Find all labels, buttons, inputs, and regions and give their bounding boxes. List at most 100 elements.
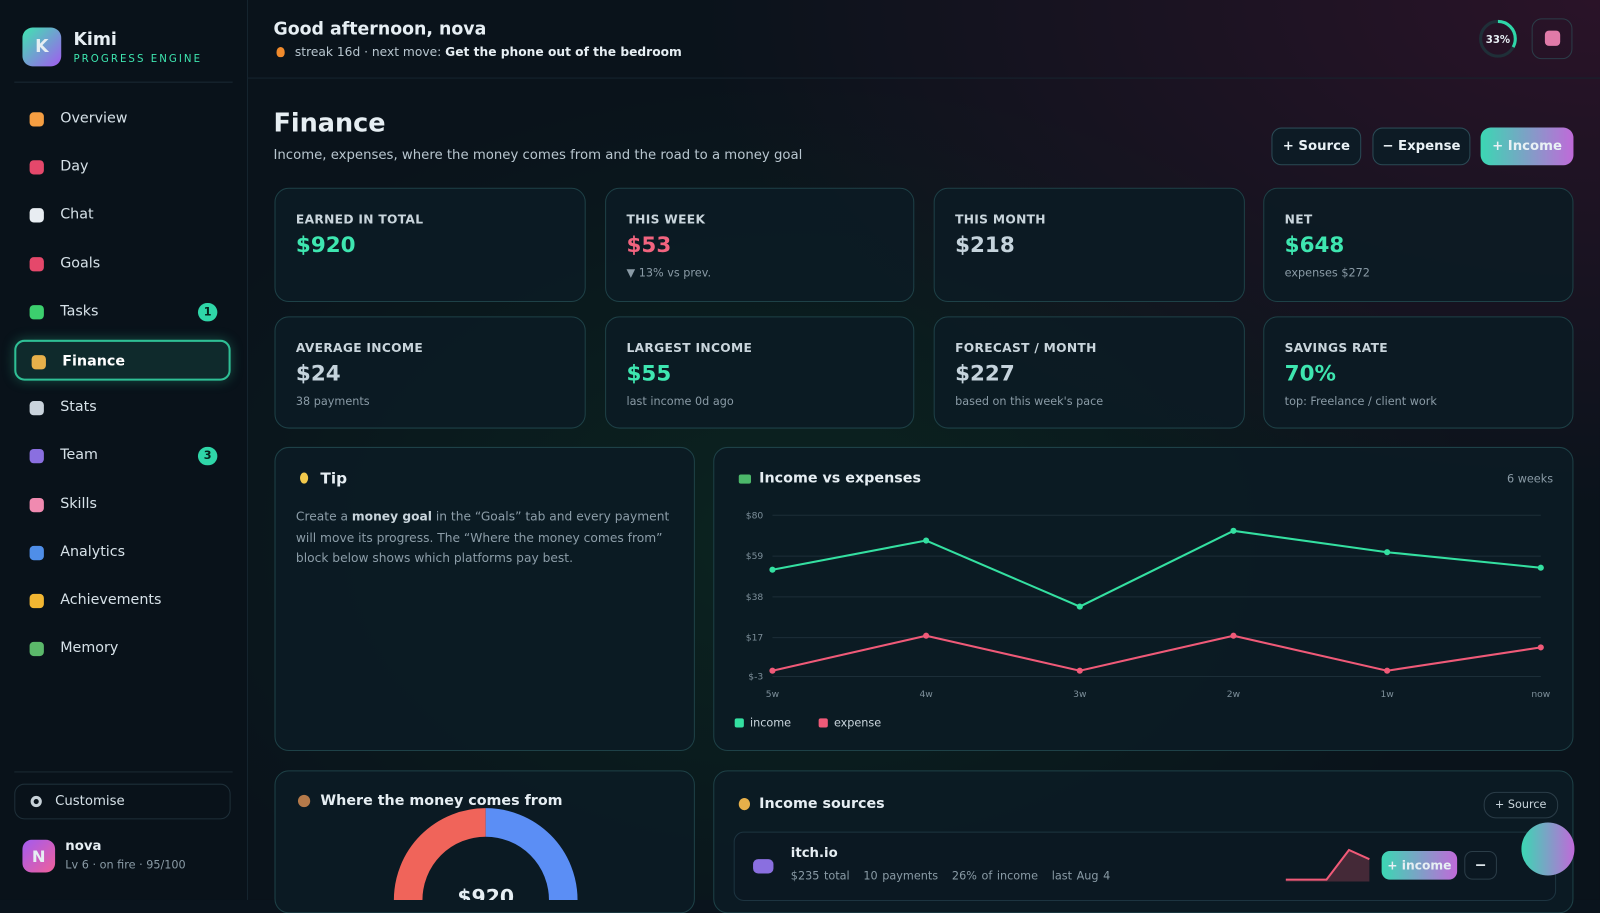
- sparkline-line: [1285, 848, 1370, 881]
- user-avatar: N: [22, 839, 56, 873]
- source-meta: $235 total 10 payments 26% of income las…: [791, 869, 1110, 882]
- nav-icon: [29, 593, 44, 609]
- nav-item[interactable]: Memory: [14, 629, 230, 670]
- nav-item[interactable]: Stats: [14, 388, 230, 429]
- bulb-icon: [299, 472, 309, 484]
- where-title: Where the money comes from: [320, 792, 563, 810]
- sources-card: Income sources + Source itch.io $235 tot…: [713, 770, 1574, 913]
- chart-subtitle: 6 weeks: [1506, 472, 1554, 486]
- nav-badge: 3: [197, 447, 218, 466]
- nav-item[interactable]: Team 3: [14, 436, 230, 477]
- stat-note: based on this week's pace: [955, 394, 1104, 409]
- divider: [14, 771, 233, 773]
- nav-icon: [29, 642, 44, 657]
- stat-label: THIS WEEK: [626, 212, 706, 227]
- stat-label: THIS MONTH: [955, 212, 1046, 227]
- stat-note: 38 payments: [295, 394, 370, 409]
- stat-label: EARNED IN TOTAL: [295, 212, 424, 227]
- nav-label: Skills: [60, 495, 97, 512]
- stat-value: 70%: [1284, 361, 1336, 386]
- nav-label: Finance: [62, 353, 126, 370]
- gamepad-icon: [753, 859, 774, 874]
- stat-note: top: Freelance / client work: [1284, 394, 1437, 409]
- nav-item[interactable]: Finance: [14, 339, 231, 381]
- nav-label: Overview: [60, 110, 128, 127]
- nav-label: Chat: [60, 206, 94, 223]
- nav-item[interactable]: Analytics: [14, 532, 230, 573]
- user-name: nova: [65, 838, 102, 855]
- add-source-button[interactable]: + Source: [1483, 791, 1558, 819]
- nav-label: Day: [60, 158, 89, 175]
- stat-value: $648: [1284, 232, 1345, 258]
- stat-value: $920: [295, 232, 356, 258]
- nav-item[interactable]: Overview: [14, 99, 230, 140]
- nav-item[interactable]: Goals: [14, 243, 230, 284]
- add-income-button[interactable]: + Income: [1480, 127, 1574, 166]
- nav-icon: [29, 304, 44, 320]
- nav-label: Achievements: [60, 591, 162, 609]
- source-total: $235 total: [790, 869, 850, 883]
- stat-label: FORECAST / MONTH: [955, 340, 1097, 356]
- nav-label: Analytics: [60, 543, 126, 560]
- stat-card: LARGEST INCOME $55 last income 0d ago: [605, 316, 915, 429]
- user-status: Lv 6 · on fire · 95/100: [65, 858, 186, 872]
- nav-label: Memory: [60, 639, 119, 657]
- streak: streak 16d · next move:: [294, 44, 442, 60]
- logo: K: [22, 27, 62, 67]
- nav-icon: [29, 208, 44, 223]
- nav-icon: [29, 160, 44, 175]
- bag-icon: [297, 794, 311, 808]
- money-icon: [738, 474, 752, 484]
- add-expense-button[interactable]: − Expense: [1372, 127, 1471, 166]
- gear-icon: [30, 795, 42, 808]
- customise-button[interactable]: Customise: [14, 783, 231, 820]
- streak-text: streak 16d · next move: Get the phone ou…: [295, 45, 682, 59]
- stat-note: ▼ 13% vs prev.: [626, 266, 712, 280]
- subtract-button[interactable]: −: [1464, 851, 1497, 880]
- page-subtitle: Income, expenses, where the money comes …: [273, 147, 803, 164]
- stat-card: AVERAGE INCOME $24 38 payments: [274, 316, 586, 429]
- next-move: Get the phone out of the bedroom: [445, 44, 682, 60]
- source-row: itch.io $235 total 10 payments 26% of in…: [733, 831, 1557, 902]
- nav-item[interactable]: Day: [14, 147, 230, 188]
- source-last: last Aug 4: [1051, 869, 1111, 883]
- divider: [14, 81, 233, 83]
- sparkline-area: [1285, 849, 1370, 882]
- nav-item[interactable]: Achievements: [14, 581, 230, 622]
- stat-note: expenses $272: [1284, 266, 1370, 280]
- stat-card: NET $648 expenses $272: [1263, 187, 1574, 303]
- progress-label: 33%: [1486, 35, 1510, 46]
- add-source-button[interactable]: + Source: [1271, 127, 1362, 166]
- nav-icon: [29, 449, 44, 464]
- tagline: PROGRESS ENGINE: [73, 54, 203, 66]
- header-divider: [247, 77, 1600, 79]
- sources-title: Income sources: [759, 795, 885, 813]
- tip-title: Tip: [320, 469, 348, 488]
- bot-icon: [1544, 30, 1561, 46]
- chart-title: Income vs expenses: [759, 470, 921, 487]
- progress-arc: [1479, 19, 1517, 58]
- stat-value: $227: [955, 361, 1015, 386]
- stat-card: THIS MONTH $218: [933, 187, 1245, 303]
- add-income-button[interactable]: + income: [1381, 851, 1458, 880]
- stat-value: $55: [626, 361, 672, 386]
- nav-item[interactable]: Tasks 1: [14, 292, 230, 333]
- stat-label: AVERAGE INCOME: [295, 340, 424, 356]
- stat-label: NET: [1284, 212, 1313, 227]
- brand: Kimi: [73, 29, 117, 50]
- bag-icon: [738, 797, 750, 811]
- stat-label: SAVINGS RATE: [1284, 340, 1388, 356]
- stat-card: FORECAST / MONTH $227 based on this week's…: [933, 316, 1245, 429]
- tip-text: Create a money goal in the “Goals” tab a…: [296, 506, 674, 569]
- nav-label: Tasks: [60, 302, 99, 320]
- stat-card: THIS WEEK $53 ▼ 13% vs prev.: [605, 187, 915, 303]
- nav-label: Stats: [60, 399, 97, 416]
- source-name: itch.io: [790, 845, 838, 862]
- fire-icon: [276, 46, 285, 58]
- assistant-button[interactable]: [1531, 18, 1573, 60]
- stat-note: last income 0d ago: [626, 394, 734, 409]
- nav-item[interactable]: Chat: [14, 195, 230, 236]
- nav-item[interactable]: Skills: [14, 484, 230, 525]
- page-title: Finance: [273, 108, 386, 138]
